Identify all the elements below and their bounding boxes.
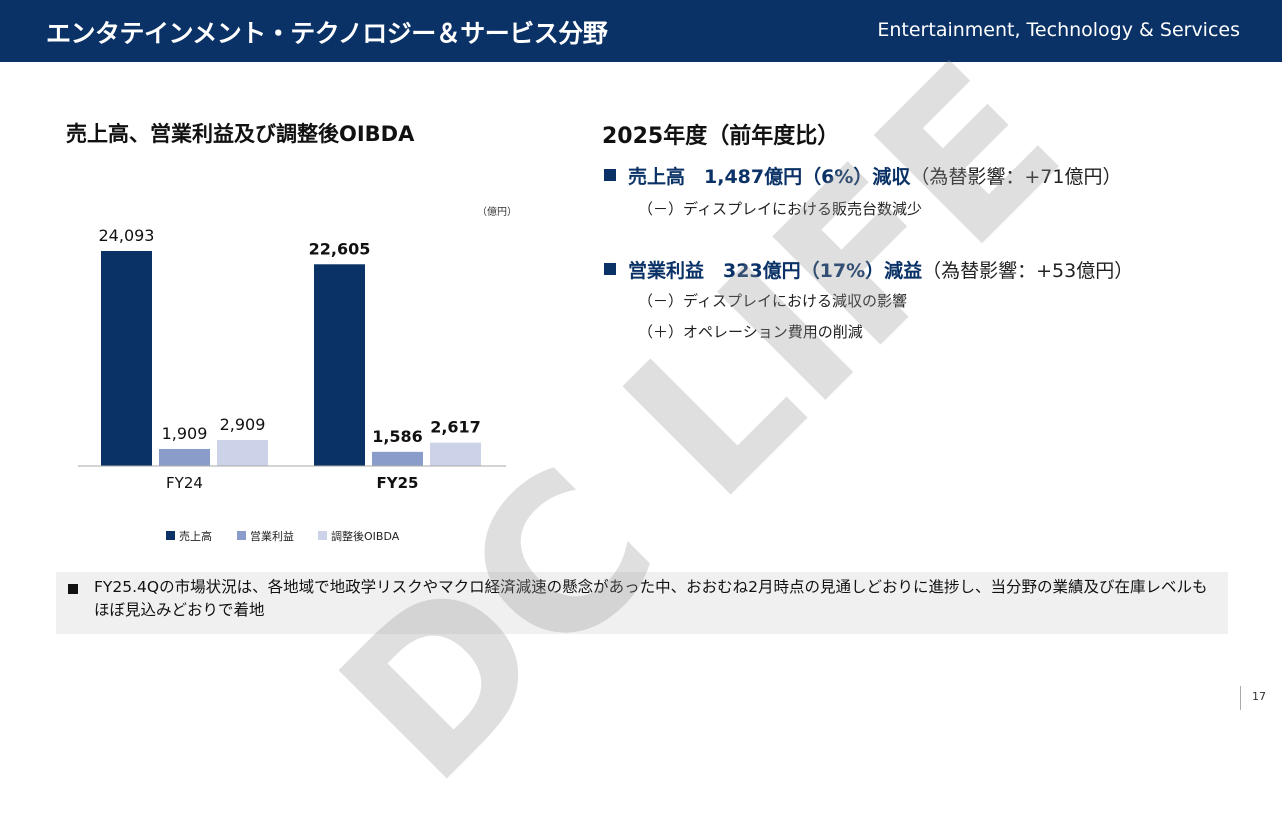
bar-fy24-2 [217, 440, 268, 466]
category-label-fy25: FY25 [377, 474, 419, 492]
chart-title: 売上高、営業利益及び調整後OIBDA [66, 122, 415, 146]
legend-label-1: 営業利益 [250, 529, 294, 543]
bar-fy24-1 [159, 448, 210, 466]
bar-fy25-0 [314, 264, 365, 466]
bullet-square-icon [604, 169, 616, 181]
summary-title: 2025年度（前年度比） [602, 124, 840, 149]
sales-sub-0: （－）ディスプレイにおける販売台数減少 [638, 200, 922, 218]
op-income-highlight: 営業利益 323億円（17%）減益 [628, 260, 923, 282]
bar-chart: （億円） 24,093 1,909 2,909 FY24 22,605 1,586 2,617… [78, 205, 517, 543]
page-title: エンタテインメント・テクノロジー＆サービス分野 [46, 19, 608, 48]
bar-fy25-2 [430, 442, 481, 466]
page-subtitle: Entertainment, Technology & Services [877, 19, 1240, 41]
category-label-fy24: FY24 [166, 474, 203, 492]
unit-label: （億円） [477, 205, 517, 218]
data-label-fy24-0: 24,093 [99, 226, 155, 245]
legend-swatch-1 [237, 531, 246, 540]
op-income-sub-1: （＋）オペレーション費用の削減 [638, 323, 863, 341]
bullet-square-icon [604, 263, 616, 275]
page-number: 17 [1252, 690, 1266, 703]
data-label-fy25-2: 2,617 [430, 418, 481, 437]
data-label-fy25-1: 1,586 [372, 427, 423, 446]
legend-label-0: 売上高 [179, 529, 212, 543]
op-income-sub-0: （－）ディスプレイにおける減収の影響 [638, 292, 907, 310]
data-label-fy25-0: 22,605 [309, 239, 371, 258]
data-label-fy24-2: 2,909 [220, 415, 266, 434]
summary-item-op-income: 営業利益 323億円（17%）減益（為替影響：+53億円） [604, 256, 1133, 283]
legend-swatch-2 [318, 531, 327, 540]
page-divider [1240, 686, 1241, 710]
data-label-fy24-1: 1,909 [162, 424, 208, 443]
note-bullet-icon [68, 584, 78, 594]
bar-fy24-0 [101, 251, 152, 466]
note-box: FY25.4Qの市場状況は、各地域で地政学リスクやマクロ経済減速の懸念があった中… [56, 572, 1228, 634]
header-bar: エンタテインメント・テクノロジー＆サービス分野 Entertainment, T… [0, 0, 1282, 62]
note-text: FY25.4Qの市場状況は、各地域で地政学リスクやマクロ経済減速の懸念があった中… [94, 578, 1208, 619]
op-income-fx: （為替影響：+53億円） [922, 260, 1134, 282]
legend-swatch-0 [166, 531, 175, 540]
sales-fx: （為替影響：+71億円） [910, 166, 1122, 188]
legend-label-2: 調整後OIBDA [331, 529, 400, 543]
sales-highlight: 売上高 1,487億円（6%）減収 [628, 166, 911, 188]
summary-item-sales: 売上高 1,487億円（6%）減収（為替影響：+71億円） [604, 162, 1121, 189]
bar-fy25-1 [372, 451, 423, 466]
